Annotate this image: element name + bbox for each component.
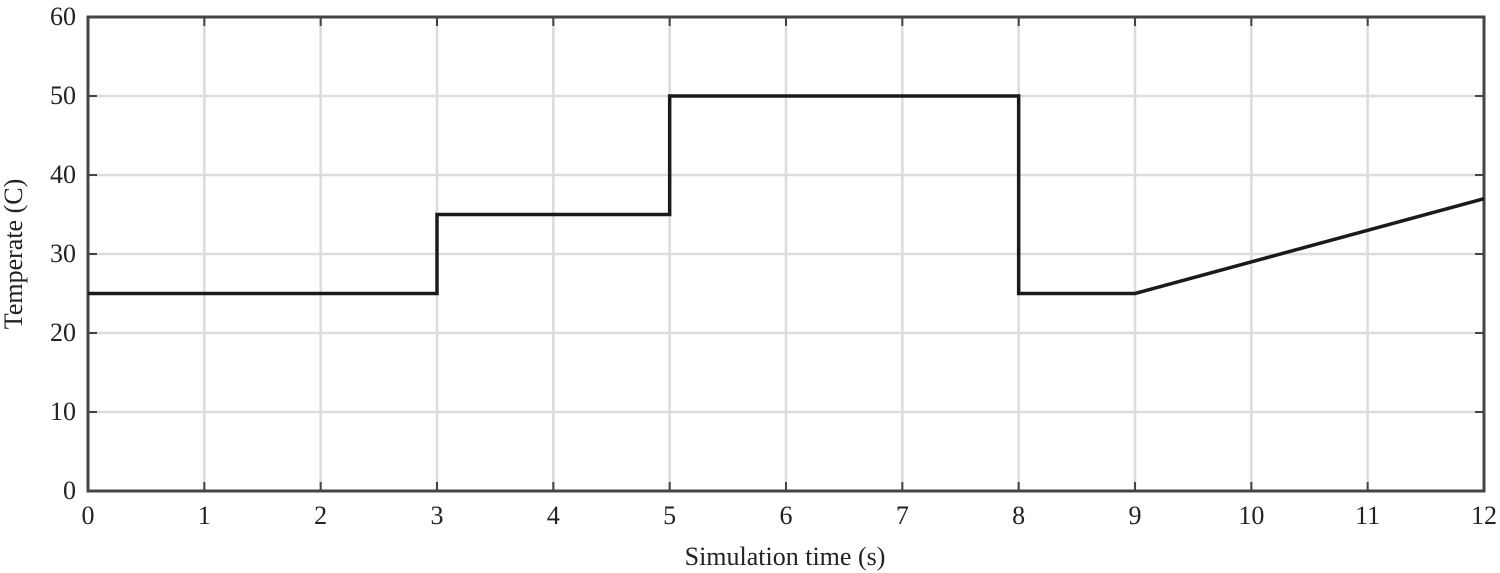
plot-frame	[86, 15, 1486, 493]
y-tick-label: 50	[50, 81, 76, 110]
x-tick-label: 12	[1471, 501, 1497, 530]
y-tick-label: 10	[50, 397, 76, 426]
x-tick-label: 3	[431, 501, 444, 530]
x-tick-label: 4	[547, 501, 560, 530]
y-tick-label: 40	[50, 160, 76, 189]
x-tick-label: 1	[198, 501, 211, 530]
data-line	[88, 94, 1485, 296]
x-tick-label: 6	[780, 501, 793, 530]
x-tick-label: 5	[663, 501, 676, 530]
x-tick-label: 10	[1238, 501, 1264, 530]
y-tick-label: 20	[50, 318, 76, 347]
x-tick-label: 9	[1129, 501, 1142, 530]
y-tick-label: 60	[50, 2, 76, 31]
x-tick-label: 11	[1355, 501, 1380, 530]
y-tick-label: 0	[63, 476, 76, 505]
x-tick-label: 8	[1012, 501, 1025, 530]
y-tick-label: 30	[50, 239, 76, 268]
x-tick-label: 0	[82, 501, 95, 530]
y-axis-label: Temperate (C)	[0, 179, 28, 330]
x-axis-label: Simulation time (s)	[685, 542, 886, 571]
x-tick-label: 7	[896, 501, 909, 530]
x-tick-label: 2	[314, 501, 327, 530]
